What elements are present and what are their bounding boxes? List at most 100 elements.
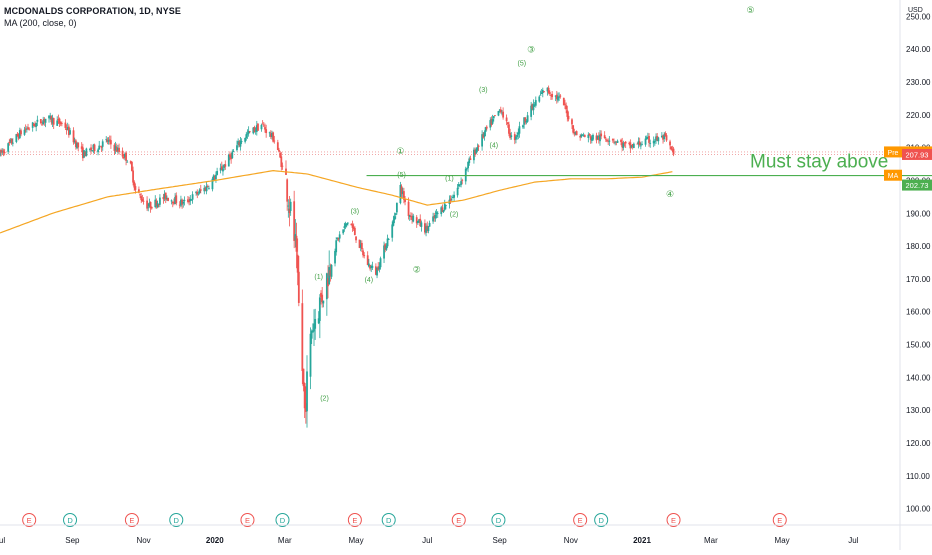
candle-body [181, 199, 184, 205]
indicator-label: MA (200, close, 0) [4, 18, 77, 28]
candle-body [456, 187, 459, 196]
candle-body [122, 156, 125, 159]
dividend-marker[interactable] [63, 513, 78, 527]
event-letter: E [27, 516, 32, 525]
candle-body [208, 187, 210, 189]
candle-body [477, 145, 480, 147]
candle-body [489, 120, 492, 128]
candle-body [371, 265, 374, 268]
candle-body [257, 123, 259, 131]
candle-body [293, 201, 296, 241]
candle-body [604, 138, 607, 140]
earnings-marker[interactable] [772, 513, 787, 527]
event-letter: D [174, 516, 180, 525]
candle-body [497, 111, 500, 116]
earnings-marker[interactable] [666, 513, 681, 527]
candle-body [0, 149, 3, 153]
candle-body [559, 95, 562, 97]
candle-body [637, 141, 640, 145]
candle-body [164, 192, 167, 200]
event-letter: E [352, 516, 357, 525]
dividend-marker[interactable] [169, 513, 184, 527]
y-tick-label: 230.00 [906, 78, 931, 87]
candle-body [453, 194, 455, 198]
candle-body [548, 91, 551, 94]
candle-body [599, 134, 601, 142]
candle-body [539, 94, 542, 96]
candle-body [475, 149, 478, 154]
candle-body [23, 129, 26, 135]
svg-text:202.73: 202.73 [906, 181, 929, 190]
candle-body [442, 210, 445, 213]
candle-body [408, 215, 411, 217]
candle-body [131, 161, 133, 171]
candle-body [3, 152, 6, 154]
candle-body [280, 156, 283, 167]
candle-body [499, 109, 502, 113]
candle-body [311, 330, 314, 333]
dividend-marker[interactable] [275, 513, 290, 527]
candle-body [268, 132, 271, 134]
dividend-marker[interactable] [381, 513, 396, 527]
candle-body [133, 181, 136, 188]
earnings-marker[interactable] [124, 513, 139, 527]
candle-body [449, 198, 452, 202]
candle-body [525, 121, 528, 123]
wave-label: (5) [518, 61, 527, 68]
candle-body [603, 135, 606, 139]
candle-body [484, 127, 487, 133]
candle-body [66, 127, 69, 130]
candle-body [385, 245, 388, 250]
y-tick-label: 240.00 [906, 45, 931, 54]
candle-body [649, 142, 652, 144]
candle-body [297, 271, 300, 303]
candle-body [655, 136, 657, 141]
candle-body [286, 179, 289, 202]
candle-body [541, 89, 544, 93]
dividend-marker[interactable] [491, 513, 506, 527]
candle-body [534, 100, 537, 106]
candle-body [433, 216, 436, 218]
candle-body [494, 115, 496, 116]
candle-body [118, 147, 120, 152]
candle-body [611, 139, 614, 141]
earnings-marker[interactable] [451, 513, 466, 527]
candle-body [124, 153, 126, 157]
event-letter: E [456, 516, 461, 525]
candle-body [384, 244, 387, 250]
candle-body [614, 142, 617, 144]
y-tick-label: 150.00 [906, 341, 931, 350]
y-tick-label: 100.00 [906, 505, 931, 514]
candle-body [624, 141, 627, 144]
candle-body [197, 193, 200, 195]
candle-body [335, 240, 338, 253]
candle-body [114, 146, 117, 151]
earnings-marker[interactable] [347, 513, 362, 527]
candle-body [436, 212, 439, 214]
candle-body [106, 139, 109, 142]
candle-body [237, 141, 240, 145]
candle-body [39, 119, 42, 124]
candle-body [212, 175, 215, 180]
candle-body [229, 154, 231, 157]
support: Must stay above [366, 152, 932, 177]
candle-body [157, 204, 160, 206]
candle-body [522, 125, 524, 128]
candle-body [426, 225, 429, 230]
candle-body [483, 132, 486, 137]
candle-body [188, 200, 191, 203]
wave-label: (3) [351, 208, 360, 215]
earnings-marker[interactable] [22, 513, 37, 527]
dividend-marker[interactable] [594, 513, 609, 527]
event-letter: E [129, 516, 134, 525]
candle-body [204, 187, 207, 191]
candle-body [639, 145, 642, 147]
candle-body [492, 116, 495, 119]
price-badge: 207.93 [902, 148, 932, 160]
earnings-marker[interactable] [573, 513, 588, 527]
candle-body [573, 132, 576, 134]
earnings-marker[interactable] [240, 513, 255, 527]
